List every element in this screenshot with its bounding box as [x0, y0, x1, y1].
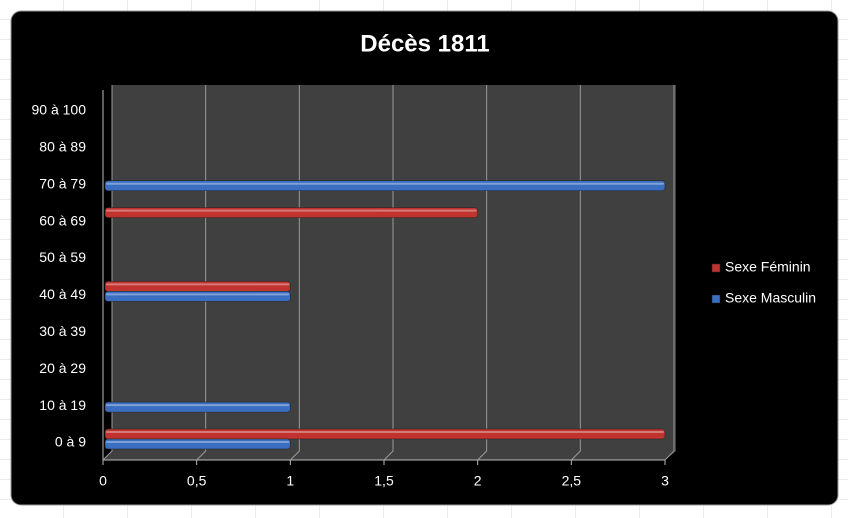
bar — [104, 180, 666, 191]
bar — [104, 428, 666, 440]
legend-label: Sexe Masculin — [725, 290, 816, 306]
plot-wall — [103, 85, 676, 460]
bar-highlight — [106, 293, 290, 296]
chart-title: Décès 1811 — [360, 30, 489, 57]
legend-marker — [711, 263, 721, 273]
grid-line — [570, 85, 581, 461]
grid-line — [102, 85, 113, 461]
bar-highlight — [106, 441, 290, 443]
bar-highlight — [106, 209, 477, 212]
grid-line — [477, 85, 488, 461]
bar — [104, 401, 291, 413]
bar-highlight — [106, 182, 664, 185]
y-tick-label: 0 à 9 — [55, 434, 86, 450]
y-tick-label: 90 à 100 — [32, 102, 87, 118]
bar-highlight — [106, 283, 290, 286]
x-tick-label: 3 — [661, 473, 669, 489]
grid-line — [383, 85, 394, 461]
grid-line — [289, 85, 300, 461]
legend-label: Sexe Féminin — [725, 259, 811, 275]
bar — [104, 281, 291, 292]
y-tick-label: 70 à 79 — [39, 175, 86, 191]
x-tick-label: 1,5 — [374, 473, 394, 489]
y-tick-label: 40 à 49 — [39, 286, 86, 302]
grid-line — [196, 85, 207, 461]
x-tick-label: 0,5 — [187, 473, 207, 489]
y-tick-label: 10 à 19 — [39, 397, 86, 413]
y-tick-label: 30 à 39 — [39, 323, 86, 339]
grid-line — [664, 85, 675, 461]
bar — [104, 291, 291, 302]
x-tick-label: 2,5 — [562, 473, 582, 489]
bar — [104, 438, 291, 450]
y-tick-label: 60 à 69 — [39, 212, 86, 228]
y-tick-label: 20 à 29 — [39, 360, 86, 376]
bar-highlight — [106, 404, 290, 407]
y-tick-label: 80 à 89 — [39, 139, 86, 155]
bar-highlight — [106, 431, 664, 433]
bar — [104, 207, 478, 218]
x-tick-label: 1 — [286, 473, 294, 489]
x-tick-label: 0 — [99, 473, 107, 489]
y-tick-label: 50 à 59 — [39, 249, 86, 265]
x-tick-label: 2 — [474, 473, 482, 489]
legend-marker — [711, 294, 721, 304]
